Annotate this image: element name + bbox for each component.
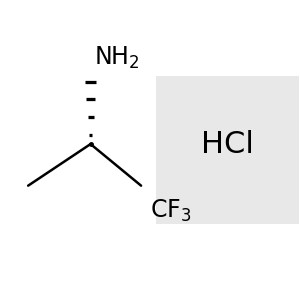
Text: NH$_2$: NH$_2$	[94, 45, 139, 71]
Text: CF$_3$: CF$_3$	[150, 198, 191, 224]
Text: HCl: HCl	[201, 130, 254, 159]
FancyBboxPatch shape	[156, 76, 298, 224]
